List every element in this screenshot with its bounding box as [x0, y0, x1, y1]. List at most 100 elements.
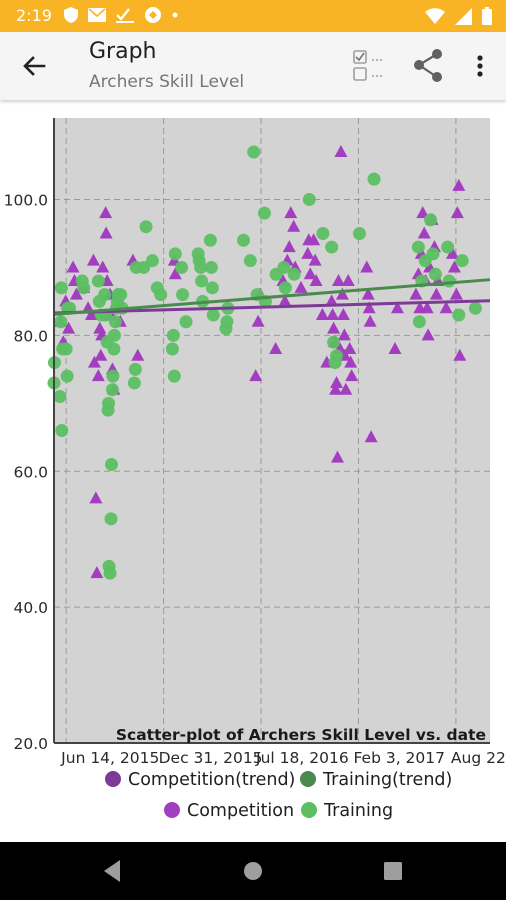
checklist-icon	[353, 50, 382, 81]
data-point-competition	[360, 260, 374, 273]
data-point-training	[452, 308, 466, 322]
data-point-training	[91, 274, 105, 288]
data-point-training	[327, 335, 341, 349]
legend-item-training[interactable]: Training	[301, 801, 393, 821]
data-point-training	[442, 274, 456, 288]
legend-item-competition[interactable]: Competition	[164, 801, 294, 821]
legend-marker-competition-trend	[105, 771, 121, 787]
data-point-training	[175, 260, 189, 274]
data-point-competition	[325, 294, 339, 307]
plot-area	[54, 118, 490, 743]
data-point-training	[105, 383, 119, 397]
data-point-competition	[344, 355, 358, 368]
data-point-training	[166, 328, 180, 342]
data-point-competition	[131, 348, 145, 361]
data-point-training	[102, 396, 116, 410]
data-point-competition	[439, 301, 453, 314]
data-point-training	[287, 267, 301, 281]
data-point-competition	[409, 287, 423, 300]
data-point-training	[330, 349, 344, 363]
data-point-competition	[339, 382, 353, 395]
x-tick-label: Aug 22, 2017	[451, 749, 506, 767]
scatter-chart: 20.0 40.0 60.0 80.0 100.0 Jun 14, 2015 Dec 31…	[4, 118, 506, 821]
data-point-training	[55, 424, 69, 437]
data-point-training	[194, 260, 208, 274]
data-point-training	[167, 369, 181, 383]
data-point-competition	[94, 348, 108, 361]
series-toggle-button[interactable]	[348, 46, 388, 86]
data-point-training	[278, 281, 292, 295]
data-point-training	[204, 260, 218, 274]
data-point-competition	[85, 308, 99, 321]
back-button[interactable]	[14, 48, 54, 84]
data-point-competition	[449, 287, 463, 300]
data-point-training	[98, 288, 112, 302]
data-point-competition	[335, 287, 349, 300]
data-point-competition	[416, 206, 430, 219]
data-point-training	[137, 260, 151, 274]
more-options-button[interactable]	[466, 46, 494, 86]
data-point-competition	[388, 341, 402, 354]
legend-item-competition-trend[interactable]: Competition(trend)	[105, 770, 295, 790]
data-point-training	[325, 240, 339, 254]
data-point-training	[60, 369, 74, 383]
share-button[interactable]	[408, 46, 448, 86]
data-point-competition	[390, 301, 404, 314]
signal-icon	[455, 7, 472, 25]
data-point-training	[104, 457, 118, 471]
nav-back-button[interactable]	[98, 856, 128, 886]
data-point-competition	[330, 375, 344, 388]
legend: Competition(trend) Training(trend) Compe…	[105, 770, 452, 821]
x-tick-label: Dec 31, 2015	[159, 749, 263, 767]
data-point-competition	[89, 491, 103, 504]
data-point-competition	[421, 328, 435, 341]
x-tick-label: Jun 14, 2015	[60, 749, 159, 767]
x-tick-label: Feb 3, 2017	[353, 749, 445, 767]
data-point-training	[59, 342, 73, 356]
data-point-training	[54, 315, 68, 329]
trend-line-training-trend	[53, 278, 491, 316]
triangle-back-icon	[104, 860, 120, 882]
data-point-competition	[99, 206, 113, 219]
data-point-competition	[327, 321, 341, 334]
data-point-training	[77, 281, 91, 295]
data-point-training	[247, 145, 261, 159]
page-subtitle: Archers Skill Level	[89, 72, 245, 92]
data-point-competition	[308, 253, 322, 266]
chart-title: Scatter-plot of Archers Skill Level vs. …	[116, 726, 486, 744]
data-point-training	[302, 193, 316, 207]
nav-recents-button[interactable]	[378, 856, 408, 886]
data-point-training	[424, 213, 438, 227]
page-title: Graph	[89, 39, 157, 64]
data-point-competition	[269, 341, 283, 354]
data-point-competition	[453, 348, 467, 361]
data-point-competition	[303, 267, 317, 280]
data-point-competition	[251, 314, 265, 327]
square-recents-icon	[384, 862, 402, 880]
data-point-competition	[326, 308, 340, 321]
data-point-training	[257, 206, 271, 220]
x-tick-label: Jul 18, 2016	[255, 749, 349, 767]
data-point-training	[428, 267, 442, 281]
nav-home-button[interactable]	[238, 856, 268, 886]
data-point-competition	[341, 274, 355, 287]
data-point-training	[316, 226, 330, 240]
legend-item-training-trend[interactable]: Training(trend)	[300, 770, 452, 790]
dot-icon	[172, 12, 178, 18]
data-point-competition	[96, 260, 110, 273]
data-point-competition	[331, 274, 345, 287]
data-point-competition	[307, 233, 321, 246]
data-point-training	[107, 328, 121, 342]
legend-marker-training	[301, 802, 317, 818]
data-point-competition	[90, 566, 104, 579]
shield-icon	[64, 7, 78, 23]
data-point-competition	[447, 260, 461, 273]
legend-label-competition-trend: Competition(trend)	[128, 770, 295, 790]
data-point-competition	[450, 206, 464, 219]
data-point-training	[114, 288, 128, 302]
check-list-icon	[116, 8, 134, 23]
data-point-competition	[361, 287, 375, 300]
data-point-training	[411, 240, 425, 254]
y-tick-label: 60.0	[13, 463, 48, 481]
